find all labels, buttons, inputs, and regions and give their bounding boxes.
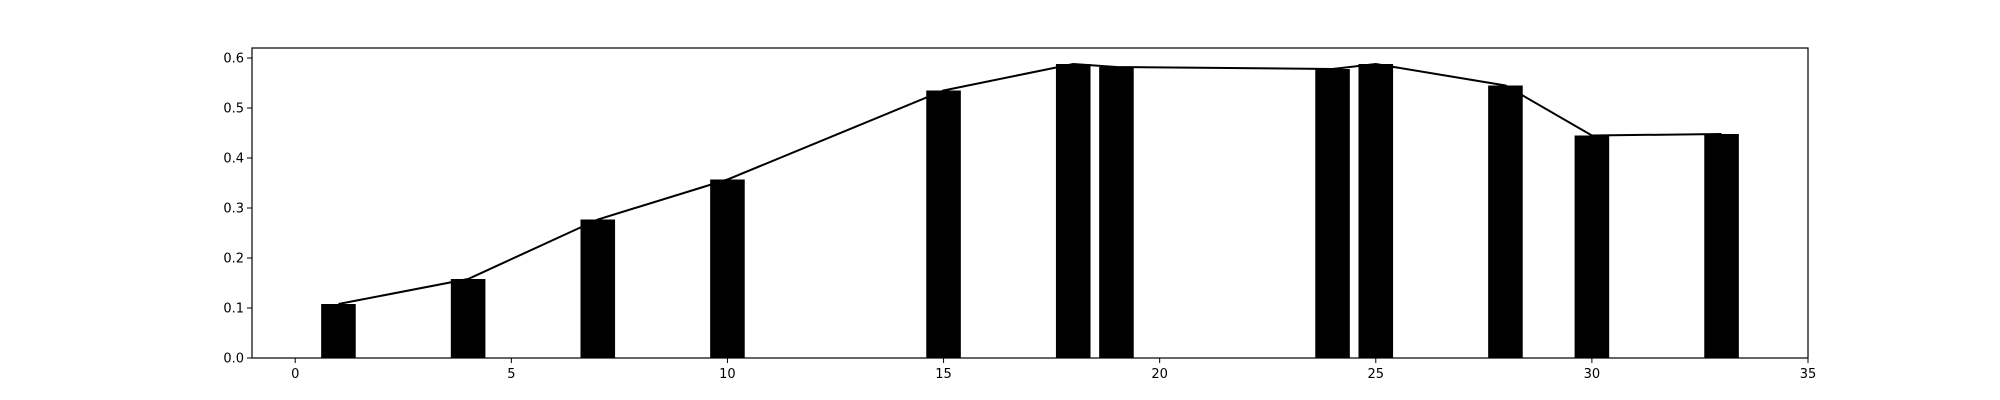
bar bbox=[1358, 64, 1394, 358]
bar bbox=[580, 219, 616, 358]
y-tick-label: 0.6 bbox=[223, 52, 244, 67]
y-tick-label: 0.1 bbox=[223, 302, 244, 317]
bars-group bbox=[321, 64, 1739, 358]
bar bbox=[321, 304, 356, 358]
y-axis: 0.0 0.1 0.2 0.3 0.4 0.5 0.6 bbox=[223, 52, 252, 367]
bar bbox=[1704, 134, 1739, 358]
trend-line bbox=[338, 62, 1722, 305]
bar bbox=[1055, 64, 1091, 358]
x-tick-label: 35 bbox=[1800, 367, 1817, 382]
y-tick-label: 0.4 bbox=[223, 152, 244, 167]
x-tick-label: 30 bbox=[1584, 367, 1601, 382]
y-tick-label: 0.2 bbox=[223, 252, 244, 267]
bar bbox=[1099, 67, 1134, 358]
x-axis: 0 5 10 15 20 25 30 35 bbox=[291, 358, 1816, 382]
bar bbox=[1315, 69, 1350, 358]
plot-frame bbox=[251, 47, 1809, 359]
y-tick-label: 0.0 bbox=[223, 352, 244, 367]
trend-line-group bbox=[338, 62, 1722, 305]
x-tick-label: 25 bbox=[1368, 367, 1385, 382]
bar bbox=[926, 90, 961, 358]
x-tick-label: 20 bbox=[1151, 367, 1168, 382]
x-tick-label: 10 bbox=[719, 367, 736, 382]
bar bbox=[1488, 85, 1523, 358]
y-tick-label: 0.5 bbox=[223, 102, 244, 117]
x-tick-label: 15 bbox=[935, 367, 952, 382]
bar bbox=[710, 179, 745, 358]
y-tick-label: 0.3 bbox=[223, 202, 244, 217]
bar bbox=[450, 279, 486, 358]
x-tick-label: 0 bbox=[291, 367, 299, 382]
bar bbox=[1574, 135, 1610, 358]
x-tick-label: 5 bbox=[507, 367, 515, 382]
